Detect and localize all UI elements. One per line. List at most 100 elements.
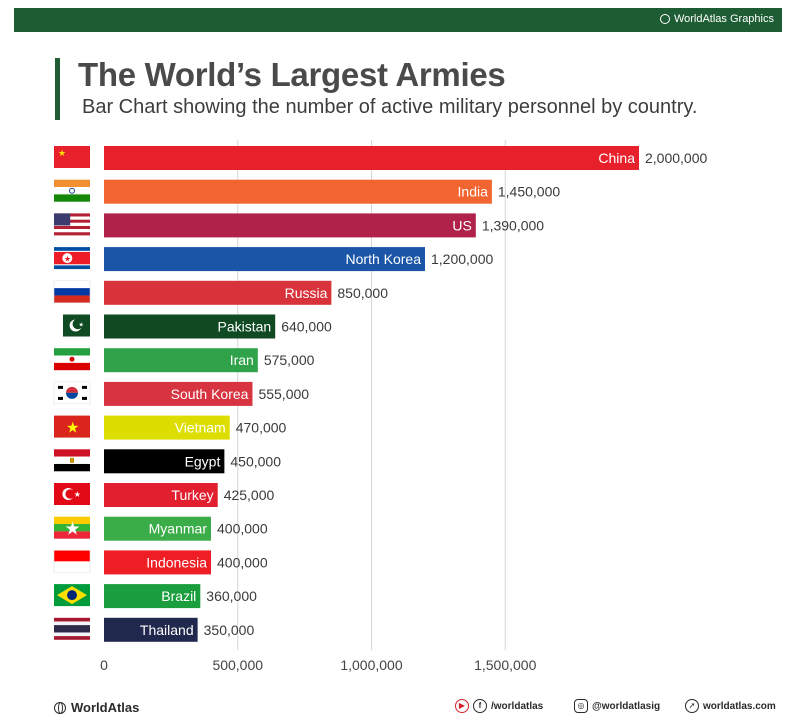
brand-tag-label: WorldAtlas Graphics [673, 13, 774, 25]
flag-part [53, 550, 91, 573]
bar [104, 449, 225, 474]
instagram-link[interactable]: ◎ @worldatlasig [574, 699, 660, 713]
bar-category-label: Indonesia [146, 554, 207, 570]
bar [104, 550, 211, 575]
flag-south-korea-icon [53, 381, 91, 405]
flag-part [54, 219, 90, 223]
flag-part [69, 187, 75, 194]
flag-part [70, 457, 74, 463]
flag-part [58, 385, 63, 389]
flag-vietnam-icon: ★ [54, 415, 90, 438]
flag-part [54, 625, 90, 633]
bar-value-label: 360,000 [206, 588, 257, 604]
flag-part [69, 356, 75, 362]
flag-part [72, 318, 83, 330]
bar-category-label: Egypt [185, 453, 221, 469]
flag-turkey-icon: ★ [54, 483, 90, 505]
bar [104, 213, 476, 238]
bar-value-label: 850,000 [337, 285, 388, 301]
footer-brand: WorldAtlas [54, 700, 139, 715]
flag-part [54, 463, 90, 472]
x-tick-label: 1,500,000 [474, 657, 536, 673]
bar-value-label: 1,450,000 [498, 184, 560, 200]
bar-category-label: South Korea [171, 386, 249, 402]
globe-icon [659, 14, 670, 24]
flag-part [82, 385, 87, 389]
flag-part: ★ [66, 419, 79, 437]
flag-part: ★ [64, 255, 71, 264]
flag-indonesia-icon [53, 550, 91, 573]
flag-brazil-icon [54, 584, 90, 607]
bar-category-label: Myanmar [149, 521, 208, 537]
title-accent-bar [55, 58, 60, 120]
bar-value-label: 350,000 [204, 622, 255, 638]
flag-part [54, 295, 90, 303]
flag-part [54, 362, 90, 371]
bar-value-label: 470,000 [236, 420, 287, 436]
bar [104, 617, 198, 642]
bar-category-label: Turkey [171, 487, 213, 503]
flag-part [54, 531, 90, 539]
bar [104, 516, 211, 541]
facebook-link[interactable]: ▶ f /worldatlas [455, 699, 543, 713]
website-link[interactable]: ➚ worldatlas.com [685, 699, 776, 713]
flag-part [82, 396, 87, 400]
flag-part: ★ [65, 519, 81, 540]
flag-egypt-icon [54, 449, 90, 472]
bar-category-label: Russia [285, 285, 328, 301]
flag-north-korea-icon: ★ [54, 247, 90, 270]
flag-part: ★ [78, 322, 83, 329]
flag-part [54, 561, 90, 573]
bar-category-label: Pakistan [217, 319, 271, 335]
flag-part [54, 213, 90, 217]
bar-value-label: 2,000,000 [645, 150, 707, 166]
bar-value-label: 575,000 [264, 352, 315, 368]
bar-value-label: 1,200,000 [431, 251, 493, 267]
bar [104, 381, 253, 406]
bar-category-label: Thailand [140, 622, 194, 638]
flag-part [62, 253, 73, 264]
facebook-icon[interactable]: f [473, 699, 487, 713]
bar-category-label: India [458, 184, 489, 200]
flag-part: ★ [58, 149, 66, 159]
flag-part [54, 288, 90, 296]
flag-part [54, 187, 90, 195]
instagram-icon[interactable]: ◎ [574, 699, 588, 713]
instagram-handle[interactable]: @worldatlasig [592, 700, 661, 712]
x-tick-label: 0 [100, 657, 108, 673]
x-tick-label: 500,000 [212, 657, 263, 673]
facebook-handle[interactable]: /worldatlas [491, 700, 544, 712]
flag-part [54, 179, 90, 188]
flag-part [54, 280, 90, 289]
flag-iran-icon [54, 348, 90, 371]
flag-part [66, 392, 78, 399]
youtube-icon[interactable]: ▶ [455, 699, 469, 713]
flag-india-icon [54, 179, 90, 202]
flag-part [54, 524, 90, 532]
bar-category-label: Iran [230, 352, 254, 368]
flag-thailand-icon [54, 617, 90, 640]
bar [104, 314, 276, 339]
flag-part [54, 348, 90, 356]
x-tick-label: 1,000,000 [340, 657, 402, 673]
flag-part [58, 396, 63, 400]
footer-brand-label: WorldAtlas [71, 700, 140, 715]
flag-china-icon: ★ [54, 146, 90, 168]
flag-part [54, 550, 90, 562]
brand-tag: WorldAtlas Graphics [659, 13, 774, 25]
bar-value-label: 640,000 [281, 319, 332, 335]
bar-value-label: 555,000 [258, 386, 309, 402]
bar-value-label: 400,000 [217, 521, 268, 537]
top-banner: WorldAtlas Graphics [14, 8, 782, 32]
bar-category-label: Vietnam [175, 420, 226, 436]
bar-value-label: 425,000 [224, 487, 275, 503]
flag-part [54, 146, 90, 168]
website-url[interactable]: worldatlas.com [703, 700, 776, 712]
bar [104, 179, 492, 204]
bar-category-label: Brazil [161, 588, 196, 604]
flag-part: ★ [74, 490, 81, 499]
flag-part [54, 232, 90, 236]
cursor-icon[interactable]: ➚ [685, 699, 699, 713]
bar-value-label: 400,000 [217, 554, 268, 570]
